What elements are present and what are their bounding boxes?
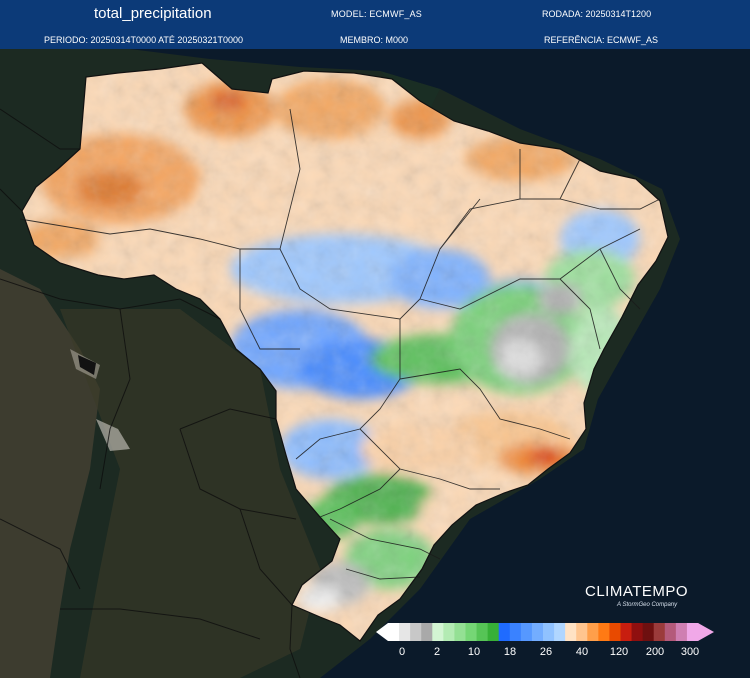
legend-swatch [487,623,500,641]
legend-swatch [410,623,422,641]
model-label: MODEL: ECMWF_AS [331,9,423,19]
brand-logo: CLIMATEMPO A StormGeo Company [585,583,689,608]
legend-swatch [388,623,400,641]
legend-tick: 26 [539,646,553,658]
andes-region [0,269,100,678]
legend-swatch [432,623,444,641]
legend-swatch [675,623,688,641]
legend-swatch [543,623,555,641]
reference-label: REFERÊNCIA: ECMWF_AS [544,35,659,45]
legend-swatch [642,623,655,641]
legend-swatch [509,623,522,641]
legend-swatch [576,623,588,641]
brand-name: CLIMATEMPO [585,583,689,600]
legend-swatch [631,623,644,641]
brand-tagline: A StormGeo Company [617,602,678,608]
legend-swatch [598,623,610,641]
legend-swatch [587,623,599,641]
legend-swatch [399,623,411,641]
legend-tick: 2 [433,646,441,658]
legend-swatch [421,623,433,641]
legend-swatch [476,623,489,641]
legend-swatch [609,623,621,641]
legend-swatch [565,623,577,641]
legend-swatch [664,623,677,641]
color-scale-legend: 0 2 10 18 26 40 120 200 300 [376,621,716,666]
chaco-region [60,309,320,678]
legend-tick: 18 [503,646,517,658]
legend-tick: 0 [398,646,406,658]
period-label: PERIODO: 20250314T0000 ATÉ 20250321T0000 [44,35,243,45]
precipitation-map [0,49,750,678]
state-borders [19,108,661,580]
member-label: MEMBRO: M000 [340,35,409,45]
legend-swatch [443,623,455,641]
run-label: RODADA: 20250314T1200 [542,9,652,19]
andes-snow-1 [96,419,130,451]
legend-tick: 200 [645,646,665,658]
map-header: total_precipitation MODEL: ECMWF_AS RODA… [0,0,750,49]
legend-swatch [465,623,477,641]
legend-tick: 120 [609,646,629,658]
legend-swatch [686,623,699,641]
legend-max-cap [698,623,714,641]
legend-swatch [620,623,632,641]
legend-swatch [520,623,533,641]
legend-tick: 40 [575,646,589,658]
guiana-coast-land [380,71,440,109]
country-borders [0,108,301,678]
legend-swatch [554,623,566,641]
legend-swatch [531,623,544,641]
map-title: total_precipitation [94,5,212,22]
legend-color-bar [376,623,714,641]
legend-swatch [498,623,511,641]
legend-swatch [454,623,466,641]
brazil-border [21,62,669,642]
legend-tick: 300 [680,646,700,658]
legend-swatch [653,623,666,641]
legend-tick: 10 [467,646,481,658]
legend-min-cap [376,623,388,641]
lake-titicaca [78,355,96,375]
